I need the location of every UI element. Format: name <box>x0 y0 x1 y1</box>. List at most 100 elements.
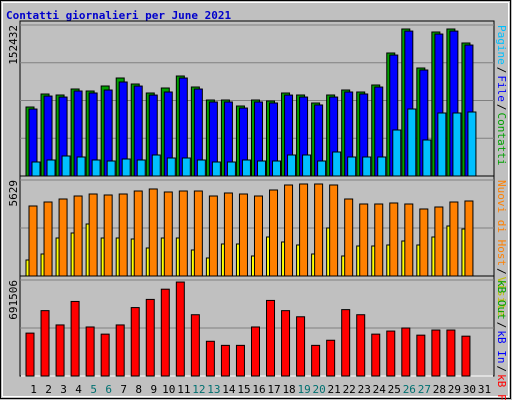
bar <box>178 190 188 277</box>
legend-separator: / <box>495 366 508 373</box>
bar <box>284 184 294 277</box>
x-tick-label: 31 <box>478 383 491 396</box>
legend-separator: / <box>495 268 508 275</box>
bar <box>356 314 366 377</box>
bar <box>133 190 143 277</box>
bar <box>422 139 432 177</box>
inner-border <box>2 2 509 397</box>
x-tick-label: 29 <box>448 383 461 396</box>
bar <box>272 160 282 177</box>
bar <box>238 193 248 277</box>
bar <box>166 157 176 177</box>
y-tick-label: 691506 <box>7 280 20 320</box>
bar <box>181 157 191 177</box>
bar <box>404 203 414 277</box>
x-tick-label: 6 <box>105 383 112 396</box>
bar <box>314 183 324 277</box>
bar <box>401 327 411 377</box>
bar <box>91 159 101 177</box>
bar <box>55 324 65 377</box>
bar <box>256 160 266 177</box>
bar <box>299 183 309 277</box>
bar <box>28 205 38 277</box>
bar <box>76 156 86 177</box>
bar <box>329 184 339 277</box>
x-tick-label: 18 <box>282 383 295 396</box>
bar <box>148 188 158 277</box>
y-tick-label: 152432 <box>7 25 20 65</box>
bar <box>461 335 471 377</box>
bar <box>362 156 372 177</box>
x-tick-label: 25 <box>388 383 401 396</box>
x-tick-label: 26 <box>403 383 416 396</box>
x-tick-label: 17 <box>267 383 280 396</box>
bar <box>389 202 399 277</box>
bar <box>25 332 35 377</box>
bar <box>253 195 263 277</box>
bar <box>115 324 125 377</box>
bar <box>250 326 260 377</box>
bar <box>359 203 369 277</box>
bar <box>344 198 354 277</box>
bar <box>347 156 357 177</box>
bar <box>266 299 276 377</box>
bar <box>151 154 161 177</box>
x-tick-label: 12 <box>192 383 205 396</box>
bar <box>302 154 312 177</box>
bar <box>223 192 233 277</box>
bar <box>287 154 297 177</box>
chart-title: Contatti giornalieri per June 2021 <box>6 9 232 22</box>
x-tick-label: 14 <box>222 383 236 396</box>
bar <box>235 344 245 377</box>
bar <box>434 206 444 277</box>
y-tick-label: 5629 <box>7 180 20 207</box>
bar <box>175 281 185 377</box>
bar <box>311 344 321 377</box>
bar <box>317 160 327 177</box>
bar <box>61 155 71 177</box>
bar <box>193 190 203 277</box>
bar <box>118 193 128 277</box>
bar <box>220 344 230 377</box>
bar <box>281 310 291 377</box>
bar <box>431 329 441 377</box>
bar <box>190 314 200 377</box>
bar <box>341 309 351 377</box>
x-tick-label: 30 <box>463 383 476 396</box>
x-tick-label: 11 <box>177 383 190 396</box>
bar <box>208 195 218 277</box>
bar <box>196 159 206 177</box>
legend-label: Visite <box>495 277 508 317</box>
x-tick-label: 9 <box>150 383 157 396</box>
x-tick-label: 23 <box>358 383 371 396</box>
legend-separator: / <box>495 104 508 111</box>
x-tick-label: 5 <box>90 383 97 396</box>
bar <box>419 208 429 277</box>
x-tick-label: 3 <box>60 383 67 396</box>
bar <box>211 161 221 177</box>
bar <box>121 158 131 177</box>
legend-separator: / <box>495 322 508 329</box>
x-tick-label: 7 <box>120 383 127 396</box>
legend-label: Pagine <box>495 25 508 65</box>
bar <box>371 333 381 377</box>
legend-separator: / <box>495 67 508 74</box>
x-tick-label: 16 <box>252 383 265 396</box>
x-tick-label: 21 <box>328 383 341 396</box>
bar <box>88 193 98 277</box>
bar <box>407 108 417 177</box>
bar <box>446 329 456 377</box>
bar <box>326 339 336 377</box>
bar <box>386 330 396 377</box>
legend-label: kB In <box>495 330 508 363</box>
bar <box>73 195 83 277</box>
bar <box>416 334 426 377</box>
bar <box>85 326 95 377</box>
x-tick-label: 19 <box>297 383 310 396</box>
legend-label: kB Out <box>495 280 508 320</box>
bar <box>163 191 173 277</box>
bar <box>145 298 155 377</box>
bar <box>464 200 474 277</box>
